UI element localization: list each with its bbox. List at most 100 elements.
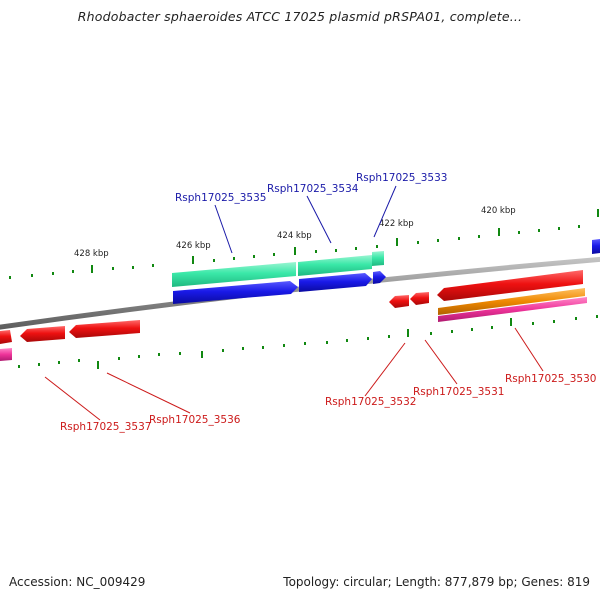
- tick-major: [294, 247, 296, 255]
- tick: [222, 349, 224, 352]
- leader-line: [214, 204, 233, 254]
- tick: [471, 328, 473, 331]
- tick: [72, 270, 74, 273]
- gene-label-rsph17025-3536[interactable]: Rsph17025_3536: [149, 414, 241, 426]
- tick: [553, 320, 555, 323]
- tick: [355, 247, 357, 250]
- scale-label-422kbp: 422 kbp: [379, 219, 414, 229]
- tick: [367, 337, 369, 340]
- lower-tick-row: [18, 315, 598, 369]
- tick: [532, 322, 534, 325]
- gene-feature-rsph17025-3535[interactable]: [172, 262, 296, 287]
- gene-label-rsph17025-3532[interactable]: Rsph17025_3532: [325, 396, 416, 408]
- leader-line: [514, 327, 544, 372]
- tick: [575, 317, 577, 320]
- tick: [78, 359, 80, 362]
- gene-feature-rsph17025-3533[interactable]: [372, 251, 384, 266]
- tick: [158, 353, 160, 356]
- forward-cds-features: [173, 239, 600, 304]
- tick: [213, 259, 215, 262]
- tick: [138, 355, 140, 358]
- tick-major: [201, 351, 203, 358]
- cds-rsph17025-3533[interactable]: [373, 271, 386, 284]
- tick: [9, 276, 11, 279]
- tick: [112, 267, 114, 270]
- cds-rsph17025-3530[interactable]: [437, 270, 583, 301]
- tick: [118, 357, 120, 360]
- gene-feature-rsph17025-3534[interactable]: [298, 255, 372, 276]
- leader-line: [106, 372, 191, 414]
- tick: [326, 341, 328, 344]
- leader-line: [424, 339, 458, 385]
- tick-major: [597, 209, 599, 217]
- gene-label-rsph17025-3530[interactable]: Rsph17025_3530: [505, 373, 596, 385]
- tick: [304, 342, 306, 345]
- tick-major: [396, 238, 398, 246]
- tick: [233, 257, 235, 260]
- upper-tick-row: [9, 209, 599, 279]
- gene-feature-rsph17025-3530-orange[interactable]: [438, 288, 585, 315]
- tick: [242, 347, 244, 350]
- leader-line: [306, 195, 332, 244]
- tick: [273, 253, 275, 256]
- gene-label-rsph17025-3534[interactable]: Rsph17025_3534: [267, 183, 359, 195]
- tick: [478, 235, 480, 238]
- tick: [58, 361, 60, 364]
- cds-rsph17025-3534[interactable]: [299, 273, 372, 292]
- tick-major: [498, 228, 500, 236]
- gene-label-rsph17025-3533[interactable]: Rsph17025_3533: [356, 172, 447, 184]
- tick: [262, 346, 264, 349]
- scale-label-420kbp: 420 kbp: [481, 206, 516, 216]
- forward-gene-labels: Rsph17025_3535 Rsph17025_3534 Rsph17025_…: [175, 172, 447, 204]
- tick: [437, 239, 439, 242]
- gene-feature-rsph17025-3530-pink[interactable]: [438, 297, 587, 322]
- gene-feature-partial-left-pink[interactable]: [0, 348, 12, 361]
- tick: [451, 330, 453, 333]
- scale-labels: 428 kbp 426 kbp 424 kbp 422 kbp 420 kbp: [74, 206, 516, 259]
- scale-label-424kbp: 424 kbp: [277, 231, 312, 241]
- tick: [31, 274, 33, 277]
- cds-partial-left[interactable]: [0, 330, 12, 344]
- reverse-gene-features: [0, 288, 587, 361]
- tick: [596, 315, 598, 318]
- tick-major: [192, 256, 194, 264]
- forward-label-leaders: [214, 185, 397, 254]
- backbone-arc: [0, 256, 600, 330]
- tick: [152, 264, 154, 267]
- map-title: Rhodobacter sphaeroides ATCC 17025 plasm…: [77, 9, 523, 24]
- tick: [538, 229, 540, 232]
- cds-rsph17025-3532[interactable]: [389, 295, 409, 308]
- tick-major: [510, 318, 512, 326]
- cds-rsph17025-3536[interactable]: [69, 320, 140, 338]
- tick: [335, 249, 337, 252]
- gene-label-rsph17025-3535[interactable]: Rsph17025_3535: [175, 192, 266, 204]
- tick: [52, 272, 54, 275]
- forward-gene-features: [172, 251, 384, 287]
- leader-line: [44, 376, 101, 421]
- cds-rsph17025-3535[interactable]: [173, 281, 298, 304]
- tick: [346, 339, 348, 342]
- tick: [132, 266, 134, 269]
- cds-rsph17025-3531[interactable]: [410, 292, 429, 305]
- scale-label-428kbp: 428 kbp: [74, 249, 109, 259]
- tick-major: [97, 361, 99, 369]
- gene-label-rsph17025-3537[interactable]: Rsph17025_3537: [60, 421, 151, 433]
- accession-text: Accession: NC_009429: [9, 575, 146, 589]
- cds-partial-right[interactable]: [592, 239, 600, 254]
- tick: [558, 227, 560, 230]
- cds-rsph17025-3537[interactable]: [20, 326, 65, 342]
- tick: [458, 237, 460, 240]
- tick-major: [91, 265, 93, 273]
- leader-line: [373, 185, 397, 238]
- gene-label-rsph17025-3531[interactable]: Rsph17025_3531: [413, 386, 504, 398]
- tick: [315, 250, 317, 253]
- tick: [518, 231, 520, 234]
- reverse-gene-labels: Rsph17025_3537 Rsph17025_3536 Rsph17025_…: [60, 373, 596, 433]
- tick: [388, 335, 390, 338]
- tick: [417, 241, 419, 244]
- tick: [283, 344, 285, 347]
- tick: [578, 225, 580, 228]
- scale-label-426kbp: 426 kbp: [176, 241, 211, 251]
- reverse-label-leaders: [44, 327, 544, 421]
